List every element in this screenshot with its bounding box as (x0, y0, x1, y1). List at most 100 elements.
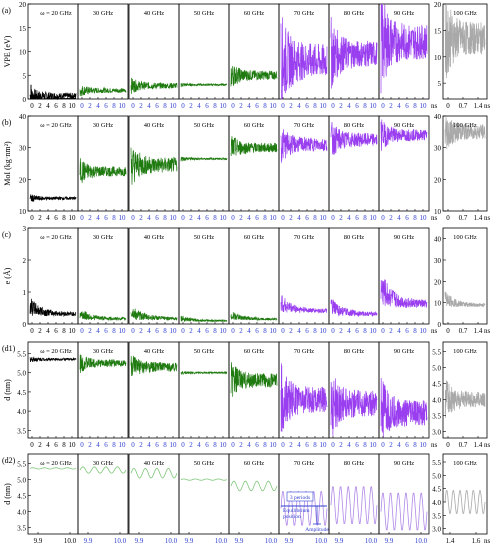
panel-a-8: 90 GHz 0 2 4 6 8 10 ns (378, 3, 438, 110)
x-unit: ns (431, 102, 438, 110)
freq-label: 50 GHz (194, 234, 215, 241)
x-tick-label: 6 (205, 441, 209, 449)
y-tick-label: 3.0 (432, 526, 441, 534)
x-tick-label: 6 (205, 327, 209, 335)
x-tick-label: 8 (363, 102, 367, 110)
x-tick-label: 0 (281, 102, 285, 110)
x-tick-label: 10.0 (165, 537, 178, 545)
x-tick-label: 4 (197, 327, 201, 335)
x-tick-label: 2 (189, 214, 193, 222)
x-tick-label: 6 (255, 214, 259, 222)
freq-label: 30 GHz (93, 234, 114, 241)
panel-frame (77, 341, 129, 439)
x-tick-label: 1.6 (472, 537, 481, 545)
y-tick-label: 3.5 (17, 427, 26, 435)
x-tick-label: 6 (405, 214, 409, 222)
series-line (230, 65, 278, 87)
panel-frame (27, 3, 79, 100)
x-tick-label: 9.9 (84, 537, 93, 545)
x-tick-label: 2 (239, 214, 243, 222)
x-tick-label: 6 (355, 441, 359, 449)
y-tick-label: 0 (23, 321, 27, 329)
x-tick-label: 6 (305, 327, 309, 335)
panel-a-3: 40 GHz 0 2 4 6 8 10 (128, 3, 180, 110)
panel-frame (228, 227, 280, 325)
x-tick-label: 8 (62, 214, 66, 222)
panel-label: (c) (2, 230, 11, 239)
x-unit: ns (484, 327, 491, 335)
x-tick-label: 0 (231, 102, 235, 110)
x-tick-label: 6 (155, 327, 159, 335)
x-tick-label: 10 (170, 327, 178, 335)
x-tick-label: 8 (413, 102, 417, 110)
y-tick-label: 5.5 (17, 461, 26, 469)
x-tick-label: 0 (446, 102, 450, 110)
y-axis-label: VPE (eV) (3, 35, 12, 67)
x-tick-label: 0.7 (459, 102, 468, 110)
x-tick-label: 4 (397, 441, 401, 449)
panel-frame (128, 341, 180, 439)
panel-d2-7: 80 GHz 9.9 10.0 (328, 453, 380, 545)
x-tick-label: 0 (80, 102, 84, 110)
x-tick-label: 8 (313, 441, 317, 449)
series-line (380, 492, 428, 531)
panel-label: (d1) (2, 344, 16, 353)
x-tick-label: 6 (405, 102, 409, 110)
x-tick-label: 10 (220, 214, 228, 222)
freq-label: 50 GHz (194, 122, 215, 129)
series-line (180, 478, 228, 481)
x-tick-label: 6 (205, 214, 209, 222)
y-tick-label: 30 (19, 145, 27, 153)
x-tick-label: 10 (69, 441, 77, 449)
x-tick-label: 0.7 (459, 327, 468, 335)
panel-b-3: 40 GHz 0 2 4 6 8 10 (128, 115, 180, 222)
freq-label: 60 GHz (244, 460, 265, 467)
x-unit: ns (431, 214, 438, 222)
y-tick-label: 5.0 (432, 472, 441, 480)
x-tick-label: 4 (397, 214, 401, 222)
x-tick-label: 6 (54, 214, 58, 222)
y-tick-label: 5.5 (432, 349, 441, 357)
chart-row-d2: (d2) d (nm) 3.5 4.0 4.5 5.0 5.5 ω = 20 GHz 9.9 10… (2, 453, 491, 545)
series-line (130, 77, 178, 94)
x-tick-label: 8 (413, 214, 417, 222)
series-line (29, 88, 77, 101)
x-tick-label: 8 (112, 441, 116, 449)
freq-label: ω = 20 GHz (40, 122, 72, 129)
panel-a-1: ω = 20 GHz 0 2 4 6 8 10 (27, 3, 79, 110)
x-tick-label: 8 (163, 102, 167, 110)
panel-frame (228, 3, 280, 100)
x-tick-label: 10 (370, 214, 378, 222)
x-tick-label: 6 (255, 441, 259, 449)
x-tick-label: 4 (247, 102, 251, 110)
panel-c-6: 70 GHz 0 2 4 6 8 10 (278, 227, 330, 335)
x-tick-label: 0 (231, 327, 235, 335)
freq-label: 90 GHz (394, 122, 415, 129)
x-tick-label: 0 (181, 327, 185, 335)
y-axis-label: d (nm) (3, 379, 12, 401)
x-tick-label: 9.9 (185, 537, 194, 545)
x-tick-label: 10 (370, 327, 378, 335)
x-tick-label: 10 (320, 441, 328, 449)
panel-label: (d2) (2, 456, 16, 465)
x-tick-label: 10 (320, 327, 328, 335)
x-tick-label: 2 (389, 214, 393, 222)
x-tick-label: 10 (270, 441, 278, 449)
x-tick-label: 6 (355, 102, 359, 110)
freq-label: 80 GHz (344, 122, 365, 129)
freq-label: 70 GHz (294, 460, 315, 467)
series-line (380, 3, 428, 94)
x-tick-label: 10 (170, 214, 178, 222)
series-line (230, 362, 278, 397)
panel-d1-3: 40 GHz 0 2 4 6 8 10 (128, 341, 180, 449)
x-tick-label: 10 (320, 102, 328, 110)
y-tick-label: 30 (434, 145, 442, 153)
x-tick-label: 10 (119, 102, 127, 110)
x-tick-label: 4 (397, 102, 401, 110)
x-unit: ns (484, 214, 491, 222)
x-tick-label: 4 (147, 441, 151, 449)
x-unit: ns (484, 102, 491, 110)
x-tick-label: 0 (231, 214, 235, 222)
